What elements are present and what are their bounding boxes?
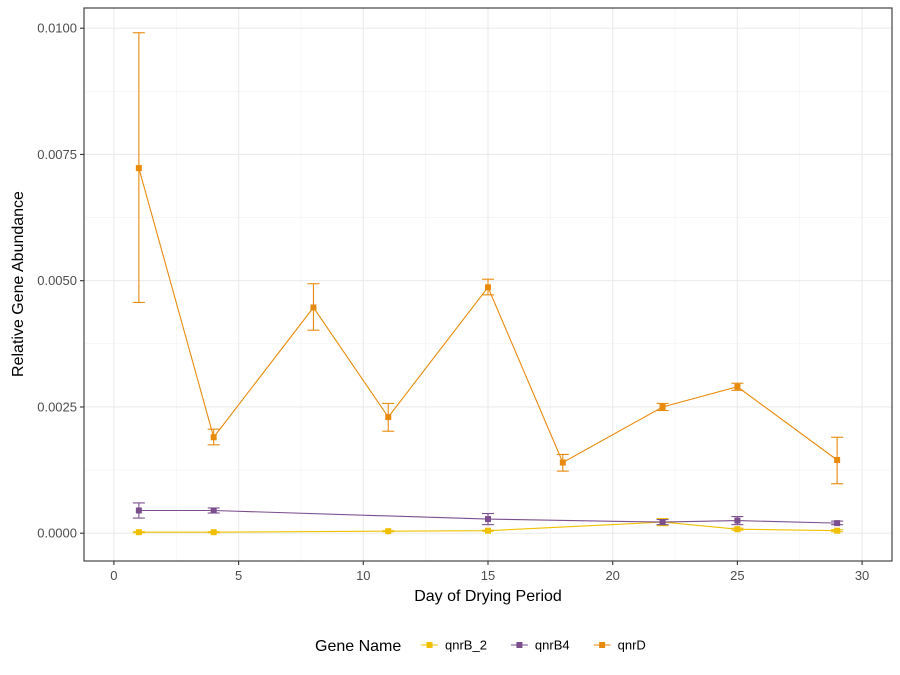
data-point	[210, 507, 217, 514]
y-tick-label: 0.0100	[37, 21, 77, 36]
data-point	[210, 434, 217, 441]
x-tick-label: 5	[235, 568, 242, 583]
x-tick-label: 20	[605, 568, 619, 583]
data-point	[659, 403, 666, 410]
series-qnrD	[132, 32, 844, 485]
y-tick-label: 0.0050	[37, 273, 77, 288]
data-point	[734, 517, 741, 524]
data-point	[310, 304, 317, 311]
legend-key-marker	[516, 642, 523, 648]
series-layer	[132, 32, 844, 536]
data-point	[834, 527, 841, 534]
x-tick-label: 25	[730, 568, 744, 583]
legend-item-qnrD: qnrD	[593, 638, 646, 653]
data-point	[210, 529, 217, 536]
series-qnrB4	[132, 502, 844, 527]
data-point	[485, 284, 491, 291]
legend-label: qnrD	[618, 638, 646, 653]
x-tick-label: 10	[356, 568, 370, 583]
legend-item-qnrB_2: qnrB_2	[421, 638, 487, 653]
data-point	[135, 507, 142, 514]
x-tick-label: 30	[855, 568, 869, 583]
data-point	[734, 526, 741, 533]
data-point	[485, 516, 491, 523]
y-axis-title: Relative Gene Abundance	[10, 191, 27, 377]
data-point	[485, 527, 491, 534]
y-axis: 0.0000 0.0025 0.0050 0.0075 0.0100	[37, 21, 84, 541]
series-line	[138, 509, 838, 524]
data-point	[385, 414, 392, 421]
data-point	[659, 519, 666, 526]
y-tick-label: 0.0075	[37, 147, 77, 162]
legend-label: qnrB_2	[445, 638, 487, 653]
legend-title: Gene Name	[315, 638, 401, 655]
x-tick-label: 15	[481, 568, 495, 583]
y-tick-label: 0.0000	[37, 526, 77, 541]
legend-item-qnrB4: qnrB4	[510, 638, 570, 653]
data-point	[559, 459, 566, 466]
legend-key-marker	[426, 642, 433, 648]
legend-items: qnrB_2 qnrB4 qnrD	[421, 638, 646, 653]
data-point	[135, 165, 142, 172]
legend: Gene Name qnrB_2 qnrB4 qnrD	[315, 638, 646, 656]
data-point	[834, 520, 841, 527]
legend-key-marker	[599, 642, 606, 648]
x-axis: 0 5 10 15 20 25 30	[110, 561, 869, 583]
data-point	[834, 456, 841, 463]
x-axis-title: Day of Drying Period	[414, 588, 562, 605]
data-point	[135, 529, 142, 536]
y-tick-label: 0.0025	[37, 399, 77, 414]
legend-label: qnrB4	[535, 638, 570, 653]
x-tick-label: 0	[110, 568, 117, 583]
data-point	[734, 383, 741, 390]
data-point	[385, 528, 392, 535]
